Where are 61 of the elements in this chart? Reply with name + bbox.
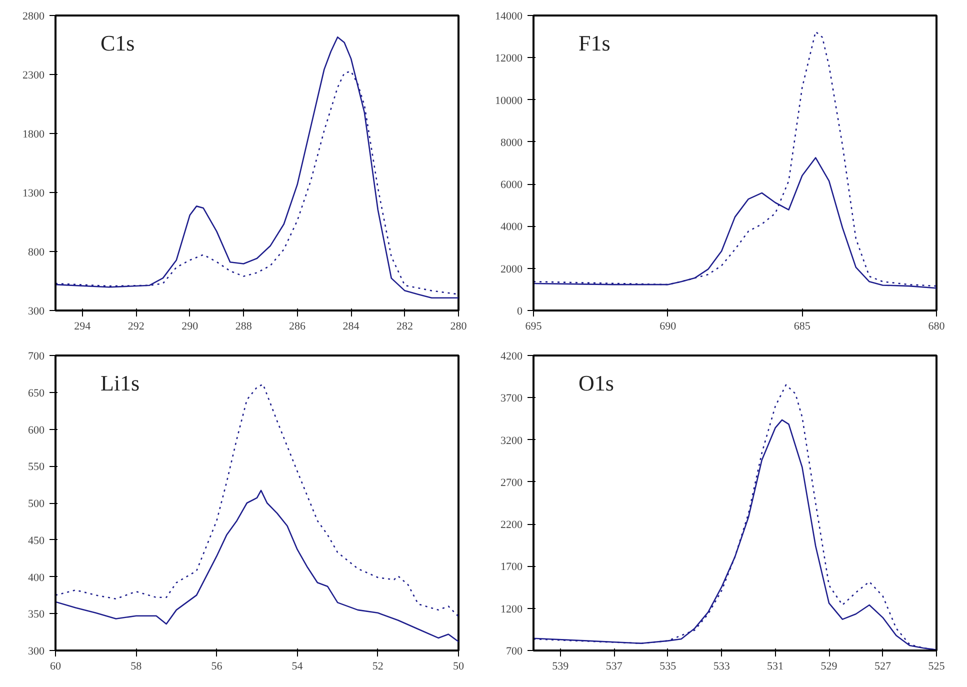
y-tick-label: 400 (28, 572, 45, 584)
y-tick-label: 1800 (22, 128, 45, 140)
x-tick-label: 525 (928, 660, 946, 672)
y-tick-label: 2200 (500, 519, 523, 532)
y-tick-label: 14000 (495, 10, 523, 22)
y-tick-label: 10000 (495, 94, 523, 107)
y-tick-label: 500 (28, 498, 45, 510)
y-tick-label: 650 (28, 387, 45, 400)
x-tick-label: 529 (820, 660, 838, 672)
y-tick-label: 0 (517, 306, 523, 318)
y-tick-label: 300 (28, 306, 45, 318)
y-tick-label: 3700 (500, 392, 523, 405)
y-tick-label: 1300 (22, 188, 45, 200)
x-tick-label: 280 (450, 320, 468, 332)
y-tick-label: 450 (28, 534, 45, 547)
x-tick-label: 54 (292, 660, 304, 672)
x-tick-label: 531 (767, 660, 784, 672)
y-tick-label: 12000 (495, 52, 523, 65)
y-tick-label: 700 (28, 350, 45, 362)
y-tick-label: 2000 (500, 263, 523, 276)
x-tick-label: 288 (235, 320, 252, 332)
x-tick-label: 537 (606, 660, 623, 672)
y-tick-label: 700 (506, 646, 523, 658)
y-tick-label: 300 (28, 646, 45, 658)
x-tick-label: 690 (660, 320, 677, 332)
y-tick-label: 350 (28, 608, 45, 621)
y-tick-label: 3200 (500, 434, 523, 447)
x-tick-label: 294 (74, 320, 92, 332)
x-tick-label: 527 (874, 660, 892, 672)
annotation: Li1s (100, 370, 140, 396)
y-tick-label: 6000 (500, 179, 523, 192)
annotation: F1s (578, 30, 610, 56)
x-tick-label: 290 (182, 320, 199, 332)
y-tick-label: 2300 (22, 70, 45, 82)
x-tick-label: 292 (128, 320, 144, 332)
x-tick-label: 680 (928, 320, 946, 332)
x-tick-label: 50 (453, 660, 464, 672)
x-tick-label: 282 (396, 320, 414, 332)
y-tick-label: 1200 (500, 603, 523, 616)
y-tick-label: 550 (28, 461, 45, 474)
x-tick-label: 284 (342, 320, 360, 332)
y-tick-label: 4200 (500, 350, 523, 362)
x-tick-label: 539 (552, 660, 570, 672)
x-tick-label: 286 (289, 320, 306, 332)
y-tick-label: 2700 (500, 476, 523, 489)
y-tick-label: 800 (28, 246, 45, 258)
x-tick-label: 60 (50, 660, 62, 672)
annotation: O1s (578, 370, 614, 396)
x-tick-label: 56 (211, 660, 223, 672)
y-tick-label: 1700 (500, 561, 523, 574)
y-tick-label: 2800 (22, 10, 45, 22)
x-tick-label: 533 (713, 660, 730, 672)
y-tick-label: 600 (28, 424, 45, 436)
x-tick-label: 685 (794, 320, 811, 332)
x-tick-label: 52 (372, 660, 384, 672)
annotation: C1s (100, 30, 135, 56)
x-tick-label: 58 (130, 660, 142, 672)
x-tick-label: 535 (660, 660, 677, 672)
y-tick-label: 8000 (500, 136, 523, 149)
y-tick-label: 4000 (500, 221, 523, 234)
x-tick-label: 695 (525, 320, 542, 332)
